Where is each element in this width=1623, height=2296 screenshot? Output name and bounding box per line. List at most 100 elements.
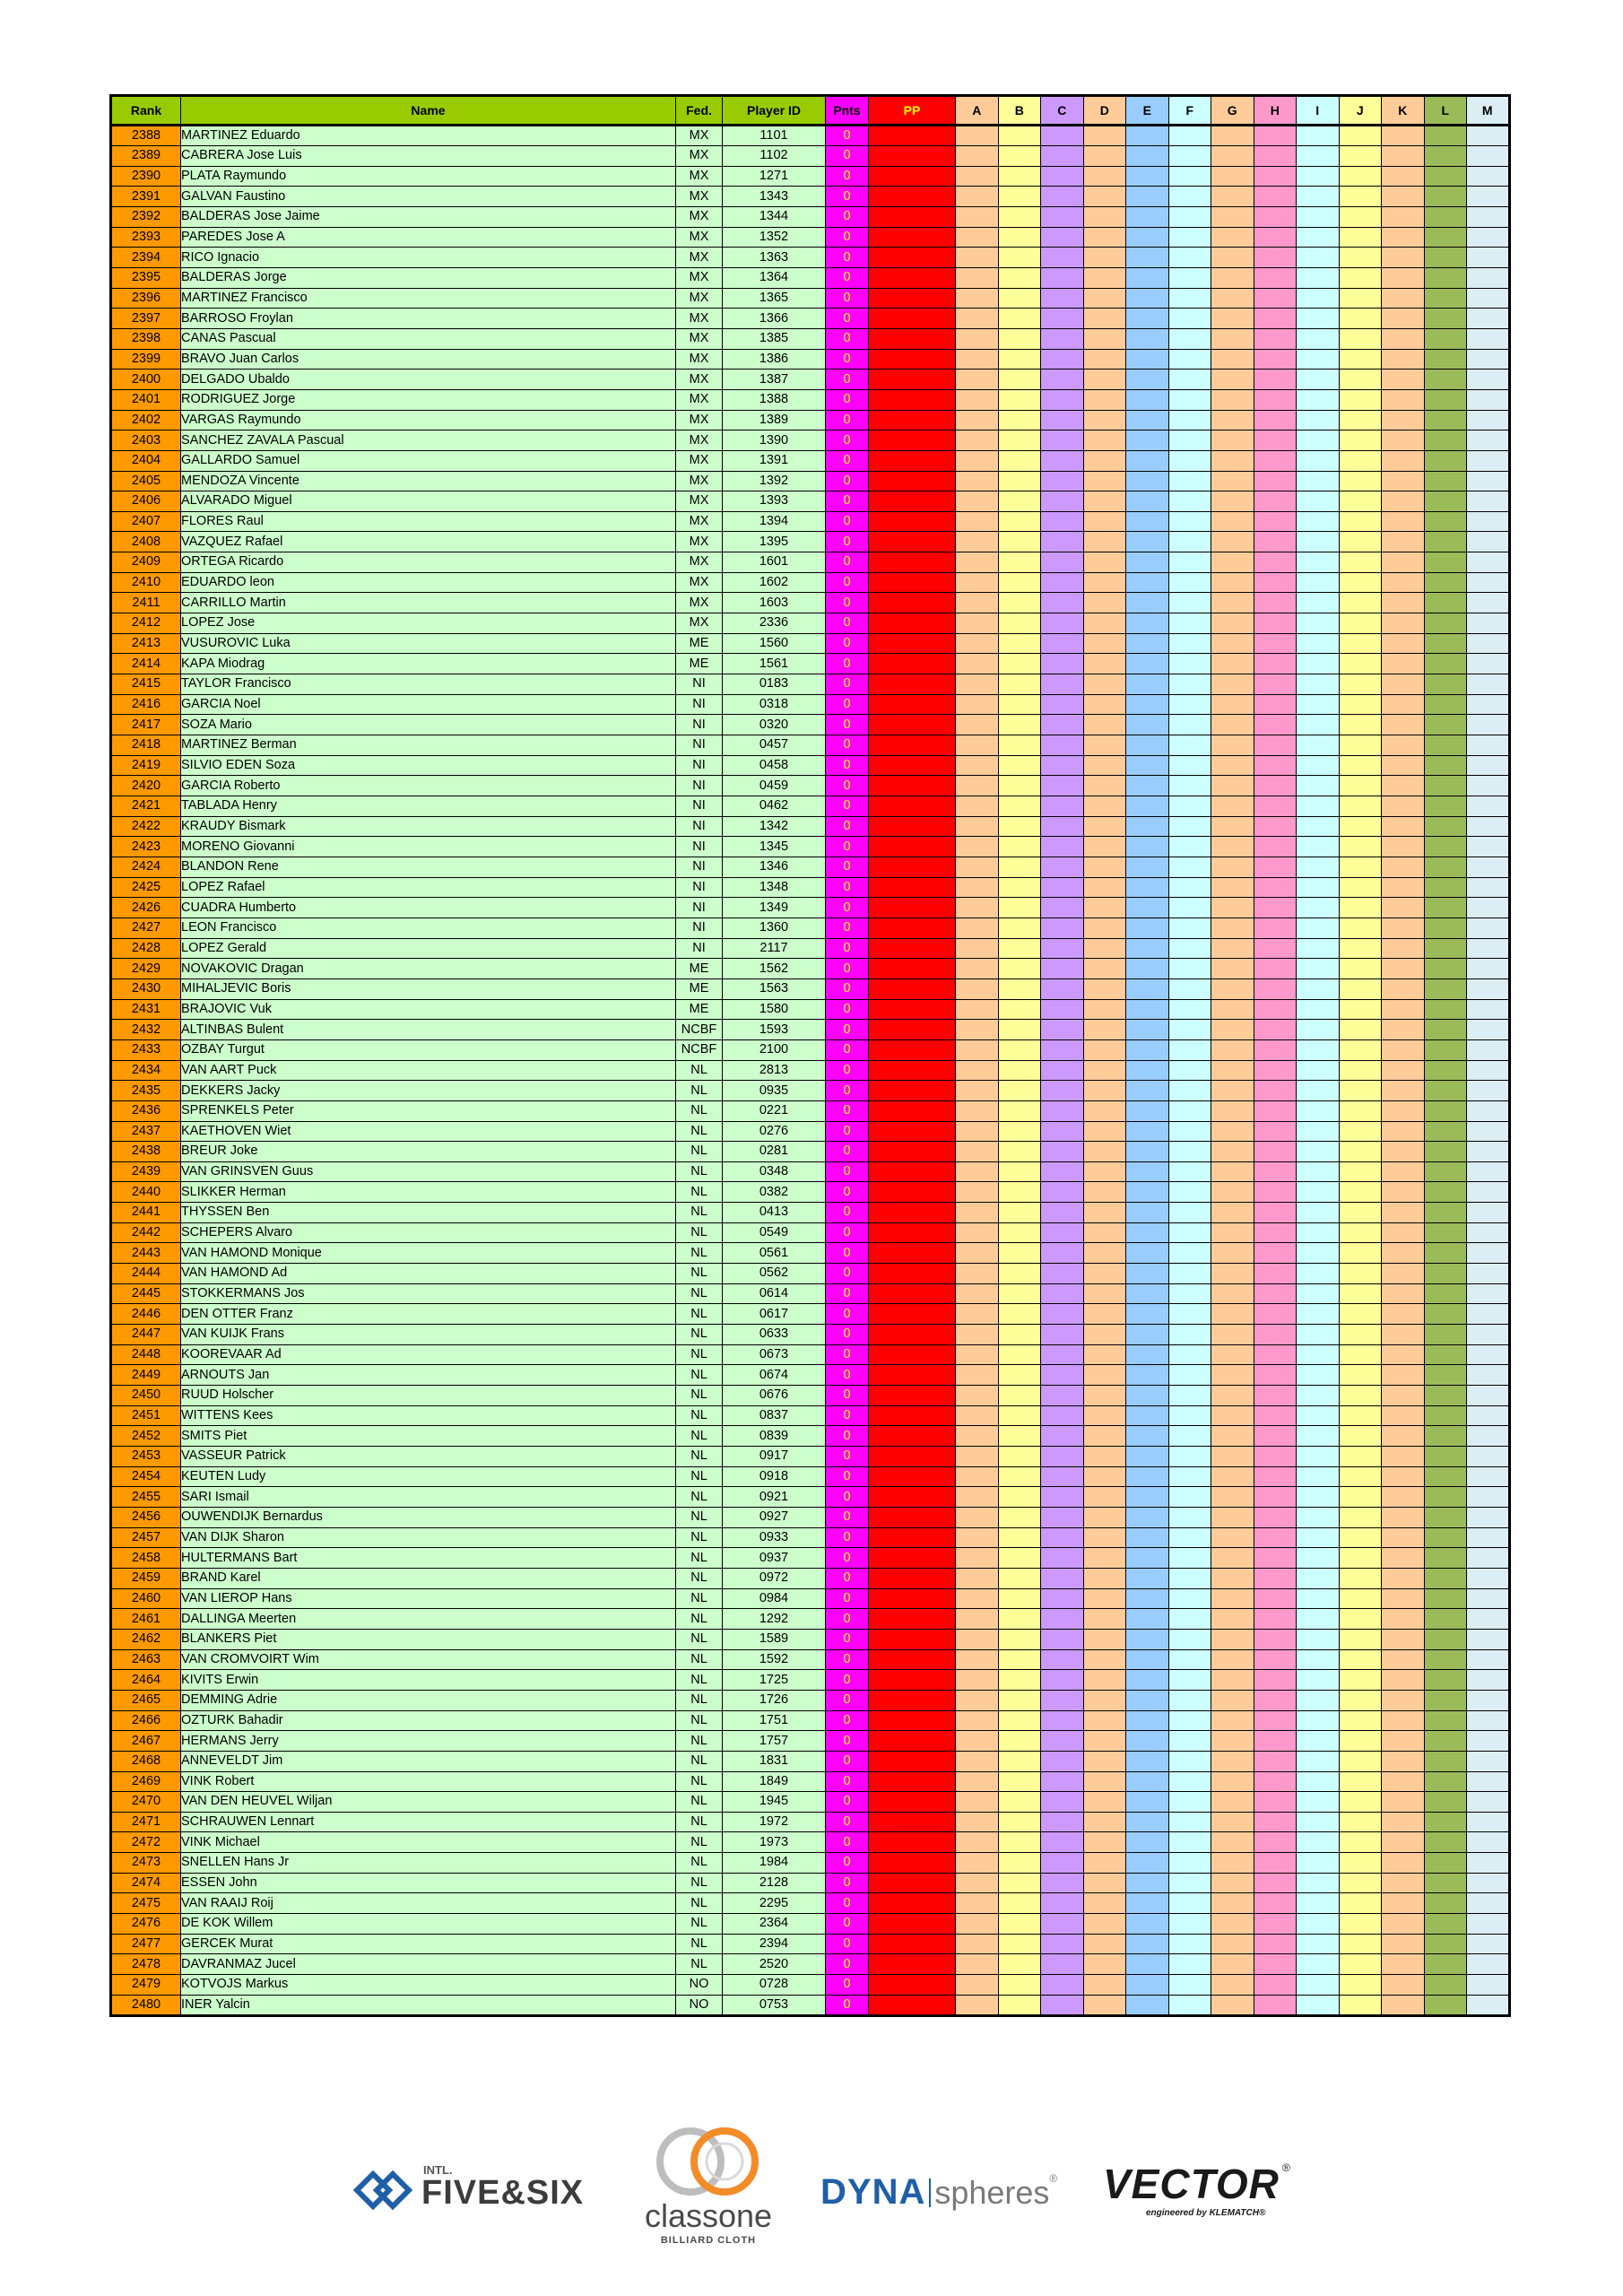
score-cell-l (1423, 145, 1467, 167)
score-cell-k (1381, 937, 1425, 960)
score-cell-k (1381, 1283, 1425, 1305)
score-cell-h (1253, 796, 1297, 817)
rank-cell: 2445 (110, 1283, 181, 1305)
table-row: 2452 SMITS Piet NL 0839 0 (110, 1425, 1510, 1447)
score-cell-m (1466, 409, 1510, 431)
rank-cell: 2411 (110, 592, 181, 614)
player-id-cell: 1343 (722, 186, 826, 207)
score-cell-d (1082, 1242, 1126, 1265)
score-cell-k (1381, 1526, 1425, 1549)
score-cell-e (1125, 1526, 1169, 1549)
score-cell-l (1423, 613, 1467, 634)
score-cell-j (1338, 1872, 1382, 1894)
score-cell-d (1082, 937, 1126, 960)
score-cell-k (1381, 308, 1425, 329)
score-cell-g (1211, 186, 1254, 207)
score-cell-g (1211, 1913, 1254, 1935)
score-cell-b (997, 815, 1041, 838)
player-id-cell: 1387 (722, 369, 826, 390)
name-cell: VAN DEN HEUVEL Wiljan (180, 1791, 676, 1813)
score-cell-l (1423, 510, 1467, 533)
score-cell-e (1125, 1831, 1169, 1854)
score-cell-h (1253, 1222, 1297, 1244)
score-cell-a (955, 470, 999, 492)
score-cell-d (1082, 693, 1126, 716)
pnts-cell: 0 (825, 876, 869, 899)
score-cell-i (1296, 205, 1340, 228)
score-cell-a (955, 369, 999, 390)
pnts-cell: 0 (825, 775, 869, 796)
score-cell-m (1466, 470, 1510, 492)
score-cell-g (1211, 1181, 1254, 1204)
score-cell-i (1296, 409, 1340, 431)
score-cell-g (1211, 632, 1254, 655)
pnts-cell: 0 (825, 1791, 869, 1813)
header-fed: Fed. (675, 95, 723, 126)
score-cell-i (1296, 1486, 1340, 1508)
table-row: 2437 KAETHOVEN Wiet NL 0276 0 (110, 1120, 1510, 1143)
score-cell-l (1423, 430, 1467, 451)
score-cell-d (1082, 1446, 1126, 1467)
score-cell-e (1125, 1039, 1169, 1061)
pp-cell (868, 1587, 956, 1610)
score-cell-c (1040, 205, 1084, 228)
rank-cell: 2432 (110, 1019, 181, 1040)
score-cell-k (1381, 369, 1425, 390)
score-cell-a (955, 165, 999, 187)
score-cell-h (1253, 1770, 1297, 1793)
pnts-cell: 0 (825, 1039, 869, 1061)
score-cell-k (1381, 1120, 1425, 1143)
score-cell-c (1040, 674, 1084, 695)
score-cell-f (1167, 735, 1211, 756)
score-cell-l (1423, 1730, 1467, 1752)
name-cell: VAZQUEZ Rafael (180, 531, 676, 553)
name-cell: VAN HAMOND Monique (180, 1242, 676, 1265)
score-cell-m (1466, 1181, 1510, 1204)
name-cell: SCHRAUWEN Lennart (180, 1811, 676, 1833)
fed-cell: MX (675, 531, 723, 553)
score-cell-i (1296, 125, 1340, 146)
score-cell-j (1338, 1425, 1382, 1447)
table-body: 2388 MARTINEZ Eduardo MX 1101 0 2389 CABRERA J… (110, 125, 1510, 2016)
pp-cell (868, 632, 956, 655)
score-cell-c (1040, 1059, 1084, 1082)
score-cell-j (1338, 917, 1382, 939)
pnts-cell: 0 (825, 1831, 869, 1854)
score-cell-m (1466, 287, 1510, 309)
score-cell-f (1167, 348, 1211, 370)
score-cell-g (1211, 836, 1254, 857)
player-id-cell: 1393 (722, 491, 826, 512)
score-cell-b (997, 796, 1041, 817)
score-cell-j (1338, 1506, 1382, 1528)
score-cell-b (997, 571, 1041, 594)
score-cell-c (1040, 1222, 1084, 1244)
score-cell-m (1466, 1689, 1510, 1711)
score-cell-j (1338, 1526, 1382, 1549)
score-cell-l (1423, 1120, 1467, 1143)
pnts-cell: 0 (825, 815, 869, 838)
score-cell-h (1253, 1608, 1297, 1630)
rank-cell: 2405 (110, 470, 181, 492)
pnts-cell: 0 (825, 897, 869, 918)
score-cell-l (1423, 1202, 1467, 1223)
fed-cell: MX (675, 388, 723, 411)
name-cell: DE KOK Willem (180, 1913, 676, 1935)
score-cell-m (1466, 1892, 1510, 1915)
score-cell-d (1082, 348, 1126, 370)
score-cell-e (1125, 145, 1169, 167)
score-cell-c (1040, 1608, 1084, 1630)
score-cell-m (1466, 1100, 1510, 1122)
fed-cell: NL (675, 1608, 723, 1630)
score-cell-h (1253, 897, 1297, 918)
score-cell-h (1253, 1730, 1297, 1752)
name-cell: VARGAS Raymundo (180, 409, 676, 431)
score-cell-l (1423, 388, 1467, 411)
score-cell-c (1040, 978, 1084, 1000)
score-cell-i (1296, 1120, 1340, 1143)
pnts-cell: 0 (825, 1608, 869, 1630)
pnts-cell: 0 (825, 186, 869, 207)
score-cell-h (1253, 1405, 1297, 1427)
fed-cell: ME (675, 632, 723, 655)
score-cell-d (1082, 1405, 1126, 1427)
score-cell-e (1125, 1080, 1169, 1101)
